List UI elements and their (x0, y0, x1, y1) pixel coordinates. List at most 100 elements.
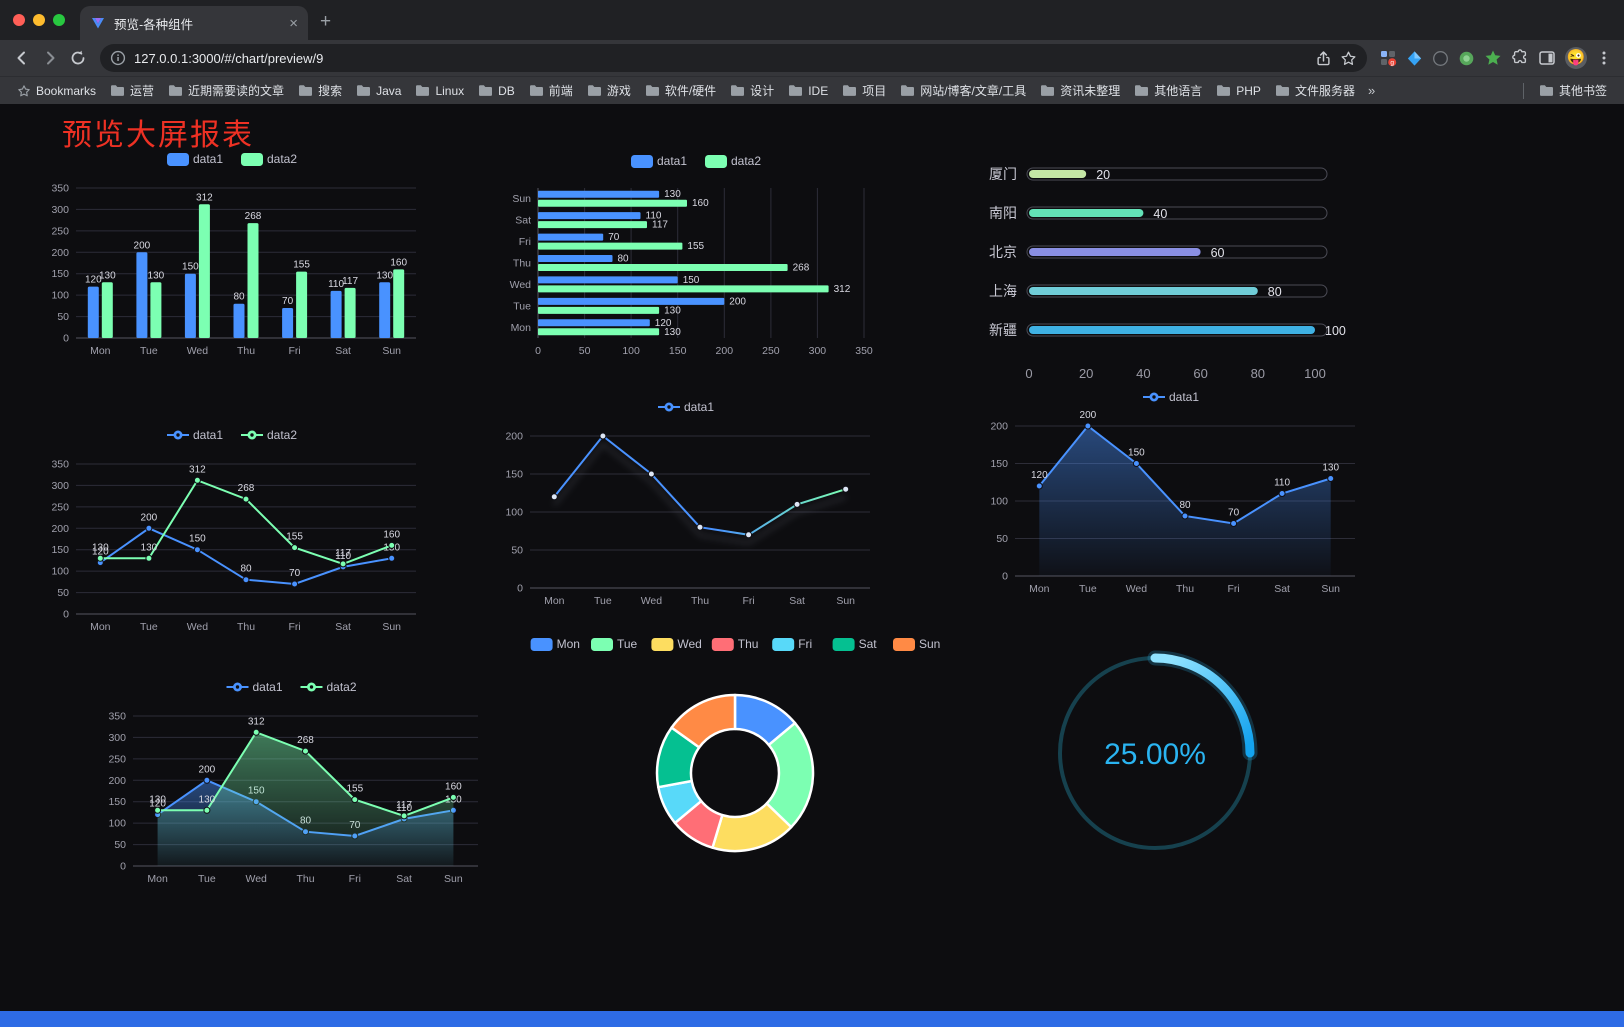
bookmark-item[interactable]: 网站/博客/文章/工具 (893, 80, 1033, 101)
bookmark-item[interactable]: 资讯未整理 (1033, 80, 1127, 101)
single-line-chart: 0 50 100 150 200 Mon Tue Wed Thu Fri Sat Sun data1 (492, 396, 884, 614)
svg-text:Thu: Thu (513, 258, 531, 270)
svg-text:data1: data1 (657, 154, 687, 168)
zoom-window-button[interactable] (53, 14, 65, 26)
svg-text:20: 20 (1096, 168, 1110, 182)
bookmark-item[interactable]: Java (349, 82, 408, 100)
back-button[interactable] (8, 44, 36, 72)
bookmark-item[interactable]: Linux (408, 82, 471, 100)
svg-text:Wed: Wed (1126, 583, 1148, 595)
svg-text:120: 120 (85, 275, 102, 286)
legend-item[interactable]: data1 (1143, 390, 1199, 404)
svg-text:data1: data1 (193, 428, 223, 442)
svg-text:Fri: Fri (519, 236, 531, 248)
bookmark-item[interactable]: 其他语言 (1127, 80, 1209, 101)
other-bookmarks-folder[interactable]: 其他书签 (1532, 80, 1614, 101)
extension-green-circle-icon[interactable] (1458, 50, 1475, 67)
bookmark-item[interactable]: 软件/硬件 (638, 80, 723, 101)
legend-item[interactable]: data1 (658, 400, 714, 414)
svg-text:200: 200 (51, 523, 69, 535)
svg-text:155: 155 (346, 784, 363, 795)
legend-item[interactable]: data1 (167, 152, 223, 166)
svg-text:100: 100 (505, 507, 523, 519)
close-window-button[interactable] (13, 14, 25, 26)
extension-star-icon[interactable] (1484, 49, 1502, 67)
svg-text:厦门: 厦门 (989, 166, 1017, 182)
legend-item[interactable]: Fri (772, 637, 812, 651)
legend-item[interactable]: data2 (241, 428, 297, 442)
svg-text:25.00%: 25.00% (1104, 738, 1206, 771)
url-text[interactable]: 127.0.0.1:3000/#/chart/preview/9 (134, 50, 324, 66)
svg-text:150: 150 (683, 275, 700, 286)
svg-text:60: 60 (1211, 246, 1225, 260)
svg-text:110: 110 (335, 551, 351, 562)
svg-text:100: 100 (990, 496, 1008, 508)
svg-text:Mon: Mon (1029, 583, 1050, 595)
profile-avatar[interactable]: 😜 (1565, 47, 1587, 69)
address-bar[interactable]: 127.0.0.1:3000/#/chart/preview/9 (100, 44, 1367, 72)
browser-tab[interactable]: 预览-各种组件 × (80, 6, 308, 40)
legend-item[interactable]: data1 (167, 428, 223, 442)
bookmark-item[interactable]: 搜索 (291, 80, 349, 101)
svg-text:200: 200 (505, 431, 523, 443)
bookmark-item[interactable]: IDE (781, 82, 835, 100)
bookmark-item[interactable]: DB (471, 82, 522, 100)
svg-text:110: 110 (646, 211, 662, 222)
forward-button[interactable] (36, 44, 64, 72)
bookmark-item[interactable]: 游戏 (580, 80, 638, 101)
svg-text:100: 100 (1325, 324, 1346, 338)
bookmark-root-folder[interactable]: Bookmarks (10, 82, 103, 100)
folder-icon (901, 85, 915, 96)
legend-item[interactable]: Mon (530, 637, 580, 651)
svg-text:Tue: Tue (617, 637, 638, 651)
svg-text:Tue: Tue (513, 300, 531, 312)
bookmarks-overflow-chevron[interactable]: » (1367, 83, 1376, 98)
legend-item[interactable]: Thu (711, 637, 759, 651)
svg-text:Fri: Fri (798, 637, 812, 651)
legend-item[interactable]: data1 (631, 154, 687, 168)
bookmark-item[interactable]: 文件服务器 (1268, 80, 1362, 101)
extension-kite-icon[interactable] (1406, 50, 1423, 67)
bookmark-item[interactable]: 前端 (522, 80, 580, 101)
chart-canvas: 0 50 100 150 200 250 300 350 Mon Tue Wed Thu Fri Sat S… (108, 680, 478, 885)
bookmark-star-icon[interactable] (1340, 50, 1357, 67)
svg-text:312: 312 (189, 464, 206, 475)
extensions-puzzle-icon[interactable] (1511, 49, 1529, 67)
other-bookmarks-label: 其他书签 (1558, 84, 1607, 98)
legend-item[interactable]: data1 (226, 680, 283, 694)
legend-item[interactable]: data2 (241, 152, 297, 166)
bookmark-item[interactable]: 设计 (723, 80, 781, 101)
legend-item[interactable]: Wed (651, 637, 702, 651)
share-icon[interactable] (1315, 50, 1332, 67)
reload-button[interactable] (64, 44, 92, 72)
side-panel-icon[interactable] (1538, 49, 1556, 67)
svg-text:80: 80 (240, 564, 252, 575)
legend-item[interactable]: data2 (300, 680, 357, 694)
bookmark-item[interactable]: PHP (1209, 82, 1268, 100)
bookmark-item[interactable]: 近期需要读的文章 (161, 80, 291, 101)
svg-text:0: 0 (63, 333, 69, 345)
window-controls (13, 14, 65, 26)
chart-canvas: 25.00% (1058, 650, 1258, 850)
minimize-window-button[interactable] (33, 14, 45, 26)
legend-item[interactable]: Sat (832, 637, 878, 651)
svg-text:150: 150 (669, 345, 687, 357)
extension-grid-icon[interactable]: g (1379, 49, 1397, 67)
svg-text:70: 70 (1228, 508, 1240, 519)
legend-item[interactable]: Tue (591, 637, 638, 651)
bookmark-item[interactable]: 项目 (835, 80, 893, 101)
svg-text:Fri: Fri (288, 621, 300, 633)
svg-text:Sun: Sun (1321, 583, 1340, 595)
tab-close-icon[interactable]: × (289, 14, 298, 32)
browser-menu-icon[interactable] (1596, 50, 1612, 66)
legend-item[interactable]: data2 (705, 154, 761, 168)
bookmark-item[interactable]: 运营 (103, 80, 161, 101)
new-tab-button[interactable]: + (320, 11, 332, 32)
extension-dark-circle-icon[interactable] (1432, 50, 1449, 67)
svg-text:117: 117 (652, 220, 668, 231)
svg-text:Thu: Thu (237, 621, 255, 633)
site-info-icon[interactable] (110, 50, 126, 66)
svg-text:160: 160 (445, 781, 462, 792)
legend-item[interactable]: Sun (893, 637, 940, 651)
svg-text:70: 70 (608, 232, 620, 243)
